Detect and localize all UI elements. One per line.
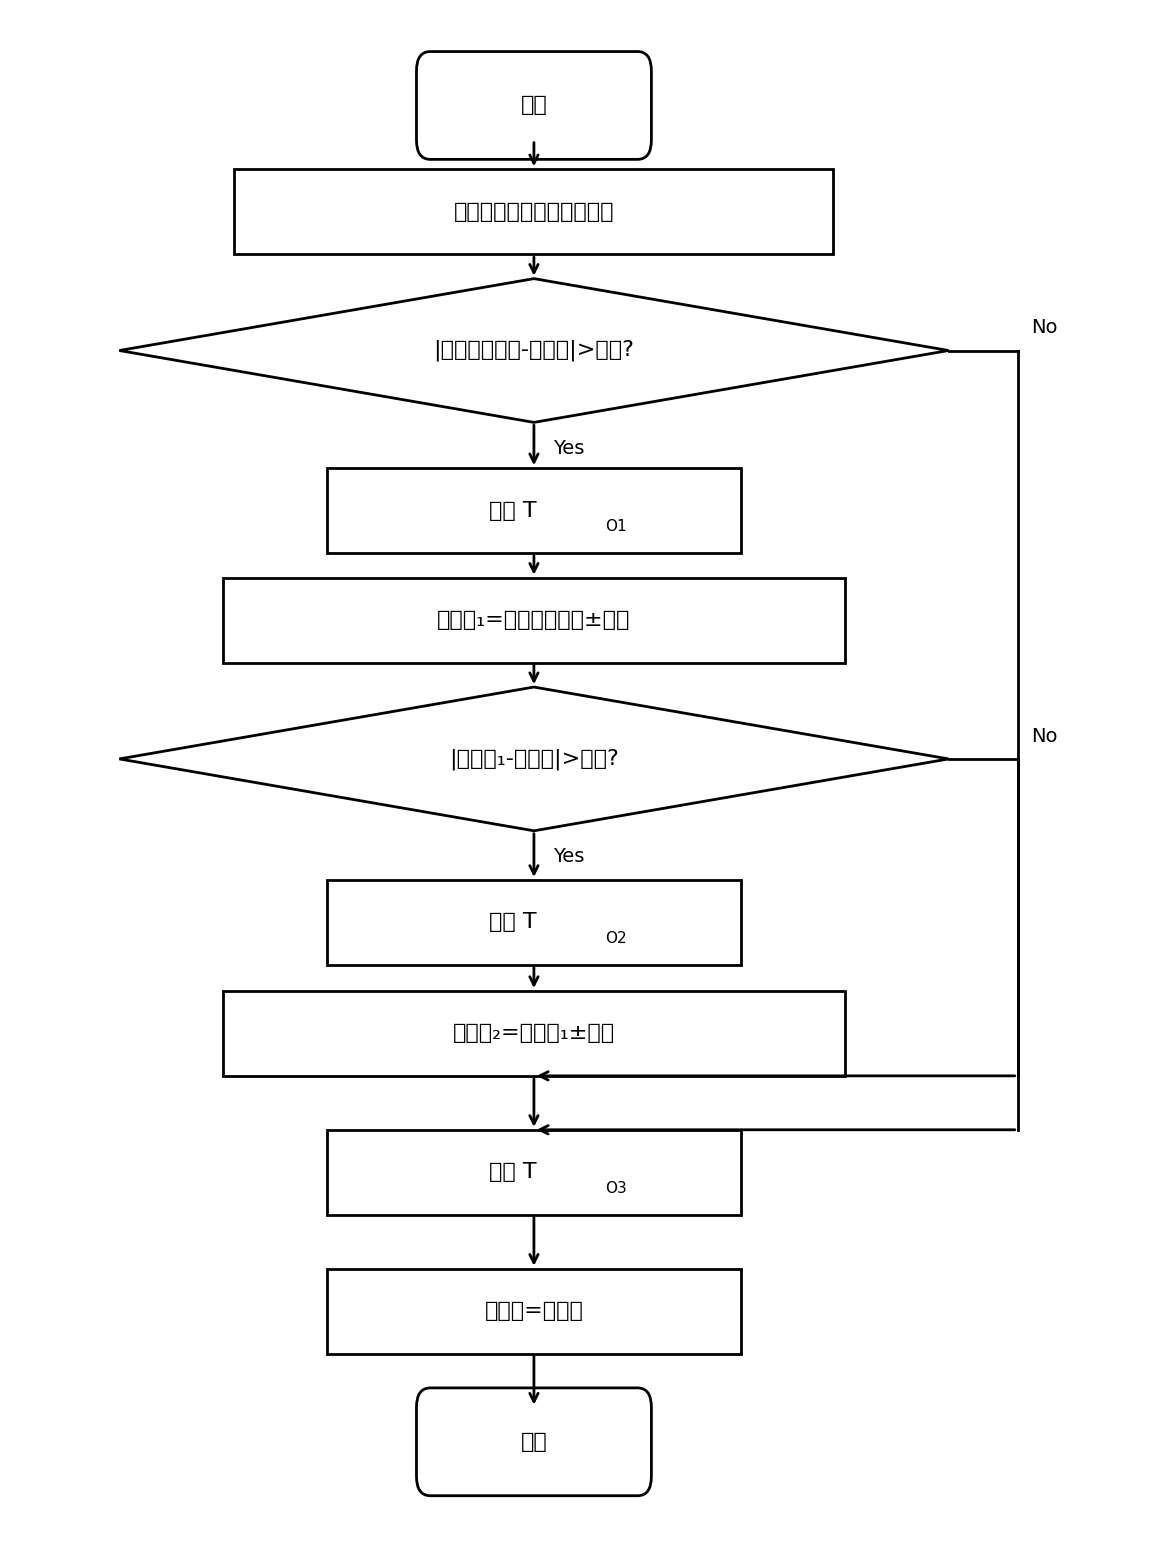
Text: 延时 T: 延时 T [490, 500, 537, 520]
Text: 弯辊力=平衡力: 弯辊力=平衡力 [485, 1302, 583, 1322]
Bar [223, 577, 844, 662]
Text: O3: O3 [606, 1181, 628, 1197]
Polygon shape [119, 278, 949, 423]
Text: 弯辊力₁=弯辊力设定值±阈值: 弯辊力₁=弯辊力设定值±阈值 [437, 610, 631, 630]
Text: 取上一机架抛钢下降沿信号: 取上一机架抛钢下降沿信号 [454, 202, 614, 222]
Text: |弯辊力设定值-平衡力|>阈值?: |弯辊力设定值-平衡力|>阈值? [434, 340, 635, 361]
Text: 弯辊力₂=弯辊力₁±阈值: 弯辊力₂=弯辊力₁±阈值 [452, 1024, 615, 1044]
Bar [327, 1130, 741, 1215]
Text: O1: O1 [606, 519, 626, 534]
Bar [327, 1269, 741, 1354]
Polygon shape [119, 687, 949, 831]
Bar [327, 880, 741, 965]
FancyBboxPatch shape [416, 51, 652, 159]
Text: 开始: 开始 [521, 96, 548, 116]
Bar [327, 468, 741, 553]
Text: 延时 T: 延时 T [490, 913, 537, 933]
Text: Yes: Yes [553, 848, 585, 866]
Text: |弯辊力₁-平衡力|>阈值?: |弯辊力₁-平衡力|>阈值? [449, 749, 618, 769]
Text: No: No [1031, 727, 1058, 746]
Text: Yes: Yes [553, 438, 585, 457]
Text: 延时 T: 延时 T [490, 1163, 537, 1183]
Bar [234, 170, 833, 255]
Bar [223, 991, 844, 1076]
Text: No: No [1031, 318, 1058, 338]
FancyBboxPatch shape [416, 1388, 652, 1496]
Text: O2: O2 [606, 931, 626, 946]
Text: 结束: 结束 [521, 1431, 548, 1451]
